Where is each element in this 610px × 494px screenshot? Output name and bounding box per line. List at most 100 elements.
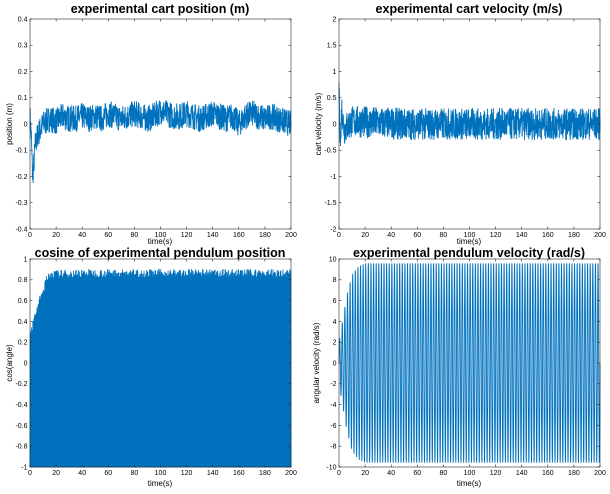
y-tick-label: 1	[24, 256, 28, 263]
y-tick-label: 0	[333, 121, 337, 128]
x-tick-label: 20	[52, 232, 60, 239]
x-tick-label: 20	[361, 232, 369, 239]
y-tick-label: 0.1	[18, 95, 28, 102]
series-line	[29, 268, 292, 468]
x-tick-label: 80	[131, 470, 139, 477]
series-line	[29, 100, 292, 184]
y-tick-label: -0.4	[15, 226, 27, 233]
x-tick-label: 0	[28, 470, 32, 477]
x-tick-label: 60	[413, 232, 421, 239]
x-tick-label: 180	[259, 232, 271, 239]
x-tick-label: 0	[337, 232, 341, 239]
tick-labels: 0 20 40 60 80 100 120 140 160 180 200 -1 -0.8 -0.6 -0.…	[15, 256, 297, 477]
x-tick-label: 180	[568, 232, 580, 239]
chart-title: experimental cart velocity (m/s)	[376, 2, 563, 16]
y-axis-label: cart velocity (m/s)	[314, 92, 323, 155]
y-tick-label: 4	[333, 319, 337, 326]
panel-cart-position: experimental cart position (m) 0 20 40 60 80…	[5, 2, 297, 246]
y-tick-label: -0.1	[15, 148, 27, 155]
y-tick-label: 0.2	[18, 69, 28, 76]
x-tick-label: 200	[594, 470, 606, 477]
y-tick-label: 2	[333, 16, 337, 23]
tick-labels: 0 20 40 60 80 100 120 140 160 180 200-2-1.5-1-0.50…	[324, 16, 606, 239]
y-tick-label: 2	[333, 340, 337, 347]
x-tick-label: 40	[387, 232, 395, 239]
x-tick-label: 160	[233, 470, 245, 477]
y-tick-label: -0.3	[15, 200, 27, 207]
tick-labels: 0 20 40 60 80 100 120 140 160 180 200 -0.4 -0.3 -0.2 -…	[15, 16, 297, 239]
chart-title: experimental pendulum velocity (rad/s)	[353, 246, 585, 260]
x-tick-label: 80	[440, 232, 448, 239]
chart-title: experimental cart position (m)	[71, 2, 250, 16]
y-tick-label: 0.8	[18, 277, 28, 284]
y-tick-label: -0.2	[15, 174, 27, 181]
x-tick-label: 80	[440, 470, 448, 477]
x-tick-label: 20	[52, 470, 60, 477]
y-tick-label: -2	[330, 381, 336, 388]
x-tick-label: 120	[181, 232, 193, 239]
x-tick-label: 180	[259, 470, 271, 477]
x-tick-label: 120	[490, 470, 502, 477]
y-tick-label: -2	[330, 226, 336, 233]
x-tick-label: 200	[285, 232, 297, 239]
x-tick-label: 180	[568, 470, 580, 477]
y-tick-label: 8	[333, 277, 337, 284]
x-tick-label: 40	[387, 470, 395, 477]
plot-area	[338, 82, 601, 147]
x-tick-label: 100	[155, 470, 167, 477]
y-tick-label: 0.2	[18, 340, 28, 347]
plot-area	[29, 268, 292, 468]
y-tick-label: -0.6	[15, 423, 27, 430]
x-tick-label: 160	[542, 470, 554, 477]
x-tick-label: 0	[337, 470, 341, 477]
x-tick-label: 80	[131, 232, 139, 239]
y-tick-label: -1	[330, 174, 336, 181]
x-tick-label: 0	[28, 232, 32, 239]
x-tick-label: 160	[233, 232, 245, 239]
plot-area	[29, 100, 292, 184]
y-tick-label: -0.4	[15, 402, 27, 409]
x-tick-label: 100	[464, 470, 476, 477]
y-tick-label: 0.4	[18, 16, 28, 23]
x-axis-label: time(s)	[457, 479, 482, 488]
y-tick-label: -1.5	[324, 200, 336, 207]
panel-pendulum-cosine: cosine of experimental pendulum position…	[5, 246, 297, 488]
x-tick-label: 100	[155, 232, 167, 239]
x-tick-label: 140	[516, 232, 528, 239]
x-tick-label: 120	[181, 470, 193, 477]
y-tick-label: -4	[330, 402, 336, 409]
x-tick-label: 40	[78, 232, 86, 239]
plot-area	[338, 263, 601, 463]
y-tick-label: -1	[21, 464, 27, 471]
y-tick-label: 6	[333, 298, 337, 305]
x-tick-label: 120	[490, 232, 502, 239]
y-tick-label: 1	[333, 69, 337, 76]
y-tick-label: 10	[329, 256, 337, 263]
y-axis-label: cos(angle)	[5, 344, 14, 382]
panel-cart-velocity: experimental cart velocity (m/s) 0 20 40 60…	[314, 2, 606, 246]
y-tick-label: -0.5	[324, 148, 336, 155]
x-tick-label: 60	[104, 232, 112, 239]
x-tick-label: 140	[207, 470, 219, 477]
y-tick-label: -6	[330, 423, 336, 430]
y-tick-label: 0.4	[18, 319, 28, 326]
x-axis-label: time(s)	[457, 237, 482, 246]
y-tick-label: 0.5	[327, 95, 337, 102]
y-tick-label: 0.6	[18, 298, 28, 305]
y-tick-label: -10	[326, 464, 336, 471]
y-tick-label: 1.5	[327, 43, 337, 50]
series-line	[338, 82, 601, 147]
x-tick-label: 140	[516, 470, 528, 477]
x-tick-label: 60	[104, 470, 112, 477]
y-tick-label: -8	[330, 444, 336, 451]
y-tick-label: 0.3	[18, 43, 28, 50]
x-tick-label: 60	[413, 470, 421, 477]
x-tick-label: 160	[542, 232, 554, 239]
x-tick-label: 20	[361, 470, 369, 477]
chart-title: cosine of experimental pendulum position	[35, 246, 286, 260]
x-tick-label: 100	[464, 232, 476, 239]
y-tick-label: 0	[333, 360, 337, 367]
x-tick-label: 200	[594, 232, 606, 239]
tick-labels: 0 20 40 60 80 100 120 140 160 180 200 -10 -8 -6 -4 -2 0 2…	[326, 256, 606, 477]
